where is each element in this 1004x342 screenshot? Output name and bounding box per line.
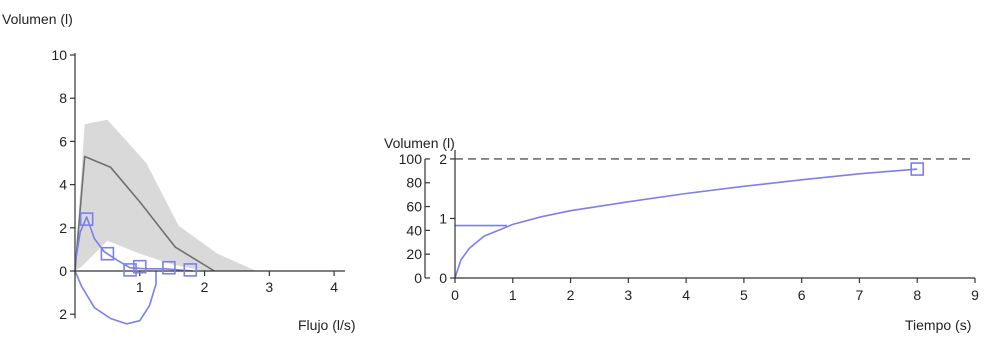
chart2-y-tick-label-1: 1 [439, 210, 447, 226]
chart2-x-tick-label-2: 2 [567, 287, 575, 303]
chart1-x-tick-label-3: 4 [330, 279, 338, 295]
chart1-series-2-line [74, 270, 157, 325]
chart1-axes-layer: 10 8 6 4 2 0 2 1 2 3 4 [51, 47, 345, 322]
chart1-xlabel: Flujo (l/s) [298, 317, 356, 333]
chart2-x-tick-label-4: 4 [682, 287, 690, 303]
chart2-x-tick-label-9: 9 [971, 287, 979, 303]
chart2-lines-layer [454, 168, 918, 279]
chart2-x-tick-label-7: 7 [856, 287, 864, 303]
chart2-xlabel: Tiempo (s) [905, 317, 971, 333]
chart1-series-0-line [74, 155, 215, 272]
chart1-lines-layer [74, 155, 215, 325]
chart1-series-1-marker-4 [162, 260, 176, 275]
chart2-y-tick-label-0: 0 [439, 270, 447, 286]
chart1-x-tick-label-1: 2 [201, 279, 209, 295]
chart2-outer-y-tick-label-3: 40 [406, 222, 422, 238]
chart1-markers-layer [79, 212, 198, 277]
chart2-ylabel: Volumen (l) [384, 135, 455, 151]
chart1-predicted-band [75, 119, 257, 271]
chart2-series-0-line [454, 168, 918, 279]
chart2-x-tick-label-5: 5 [740, 287, 748, 303]
chart2-y-tick-label-2: 2 [439, 151, 447, 167]
chart2-outer-y-tick-label-0: 100 [399, 151, 423, 167]
chart2-outer-y-tick-label-4: 20 [406, 246, 422, 262]
chart1-series-1-line [74, 216, 193, 272]
chart1-ylabel: Volumen (l) [2, 11, 73, 27]
chart1-y-tick-label-6: 2 [59, 306, 67, 322]
chart1-y-tick-label-5: 0 [59, 263, 67, 279]
chart1-series-1-marker-0 [79, 212, 94, 226]
chart1-y-tick-label-2: 6 [59, 133, 67, 149]
chart2-x-tick-label-3: 3 [624, 287, 632, 303]
chart2-outer-y-tick-label-5: 0 [414, 270, 422, 286]
chart2-x-tick-label-1: 1 [509, 287, 517, 303]
flow-volume-chart: Volumen (l) Flujo (l/s) 10 8 6 4 2 0 2 1 2 3 4 [2, 11, 356, 333]
chart1-y-tick-label-4: 2 [59, 220, 67, 236]
chart1-predicted-band-layer [75, 119, 257, 271]
chart1-y-tick-label-1: 8 [59, 90, 67, 106]
chart1-x-tick-label-2: 3 [265, 279, 273, 295]
chart2-x-tick-label-0: 0 [451, 287, 459, 303]
chart1-series-1-marker-2 [123, 263, 137, 277]
chart2-x-tick-label-6: 6 [798, 287, 806, 303]
chart2-series-0-marker-0 [910, 162, 925, 176]
chart2-x-tick-label-8: 8 [913, 287, 921, 303]
chart2-outer-y-tick-label-1: 80 [406, 175, 422, 191]
chart1-series-1-marker-5 [183, 263, 198, 277]
chart1-y-tick-label-3: 4 [59, 177, 67, 193]
chart2-outer-y-tick-label-2: 60 [406, 199, 422, 215]
chart1-series-1-marker-3 [132, 259, 147, 274]
chart1-x-tick-label-0: 1 [136, 279, 144, 295]
chart1-series-1-marker-1 [100, 246, 115, 261]
chart1-y-tick-label-0: 10 [51, 47, 67, 63]
chart2-markers-layer [910, 162, 925, 176]
